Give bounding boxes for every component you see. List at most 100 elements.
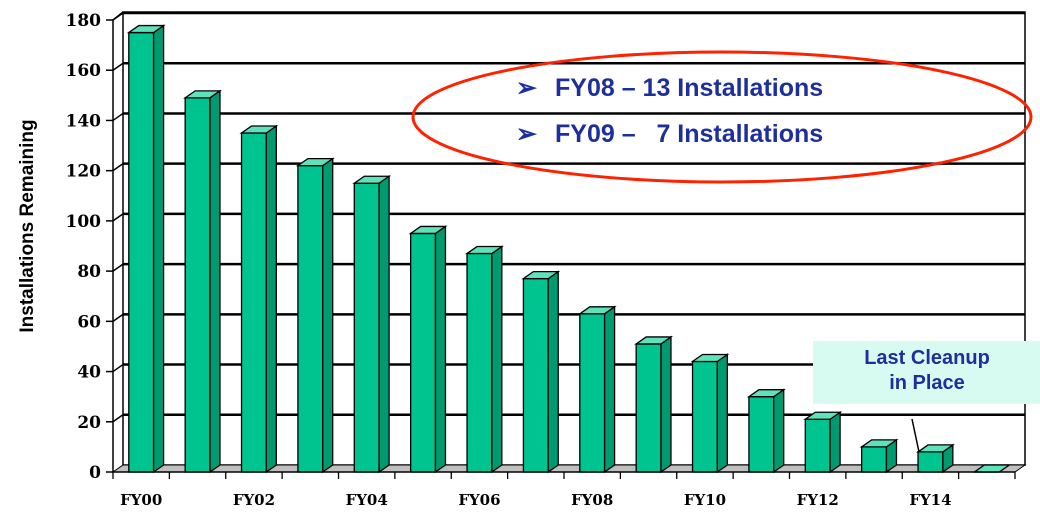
bar [408,225,448,474]
note-line-1: Last Cleanup [864,347,990,369]
gridline-depth [112,263,124,272]
gridline-depth [112,363,124,373]
bar [577,305,617,474]
y-tick-label: 160 [66,61,102,81]
bar-front [128,31,155,473]
bar [464,245,504,474]
y-tick-label: 120 [66,162,102,182]
bar-side [547,270,559,474]
bar-front [748,396,775,473]
bar [239,124,279,474]
bar-side [491,245,503,474]
bar-side [378,174,390,474]
bar [634,335,674,474]
x-tick-label: FY08 [571,491,613,509]
bar-top [634,336,674,345]
bar-top [521,270,561,280]
y-tick-label: 40 [77,363,101,383]
callout-bullet-1: ➢ [516,74,538,102]
x-tick-label: FY02 [233,491,275,509]
note-line-2: in Place [889,372,965,394]
gridline-depth [112,62,124,71]
x-tick-label: FY14 [909,491,951,509]
bar [803,411,843,474]
bar-top [803,411,843,420]
x-tick-label: FY12 [797,491,839,509]
bar [126,24,166,474]
bar-side [773,388,785,474]
bar-side [322,157,334,474]
bar-front [240,132,267,473]
bar-side [660,335,672,474]
bar-top [126,24,166,34]
bar-front [522,277,549,473]
callout-text-1: FY08 – 13 Installations [555,74,823,102]
bar-side [265,124,277,474]
y-tick-label: 0 [89,463,101,483]
bar-front [635,343,662,473]
bar-top [464,245,504,255]
bar-side [829,411,841,474]
bar [859,438,899,474]
bar-front [466,252,493,473]
note-box [813,341,1040,404]
bar-top [690,353,730,363]
y-tick-label: 20 [77,413,101,433]
callout-ellipse [411,50,1033,184]
gridline-depth [112,414,124,423]
bar-side [434,225,447,474]
y-axis-label: Installations Remaining [17,119,38,332]
bar-top [183,90,223,99]
bar-front [691,360,718,473]
x-tick-labels: FY00 FY02 FY04 FY06 FY08 FY10 FY12 FY14 [112,471,1016,509]
x-tick-label: FY00 [120,491,162,509]
gridline-depth [112,12,124,21]
bar-side [209,89,221,474]
bar-top [352,175,392,184]
x-tick-label: FY06 [458,491,500,509]
bar-front [917,451,944,473]
note-pointer-line [911,418,920,453]
x-tick-label: FY04 [346,491,388,509]
bar-front [353,182,380,473]
bar [746,388,786,474]
gridline-depth [112,213,124,222]
bar-front [804,418,831,473]
bar-top [408,225,448,235]
bar [521,270,561,474]
bar-side [716,353,728,474]
bar-side [152,24,165,474]
bar-top [746,389,786,398]
bar-front [579,313,606,473]
bar [352,174,392,474]
bar-front [861,446,888,473]
bar-front [184,97,211,473]
bar [690,353,730,474]
x-tick-label: FY10 [684,491,726,509]
y-tick-labels: 0 20 40 60 80 100 120 140 160 180 [66,11,113,483]
y-tick-label: 60 [77,312,101,332]
callout-bullet-2: ➢ [516,120,538,148]
gridline-depth [112,313,124,322]
gridline-depth [112,163,124,172]
bar [183,89,223,474]
callout-line-1: ➢ FY08 – 13 Installations [516,74,823,102]
bar-top [295,157,335,167]
bar-side [603,305,616,474]
bar-top [239,125,279,134]
y-tick-label: 140 [66,111,102,131]
bar [295,157,335,474]
y-tick-label: 100 [66,212,102,232]
bar [915,443,955,474]
bar-front [297,164,324,473]
bar-top [577,306,617,315]
gridline-depth [112,112,124,122]
bar-top [915,444,955,453]
bar-top [859,439,899,448]
bars [126,24,1012,474]
bar-front [410,232,437,473]
callout-line-2: ➢ FY09 – 7 Installations [516,120,823,148]
y-tick-label: 80 [77,262,101,282]
y-tick-label: 180 [66,11,102,31]
callout-text-2: FY09 – 7 Installations [555,120,823,148]
